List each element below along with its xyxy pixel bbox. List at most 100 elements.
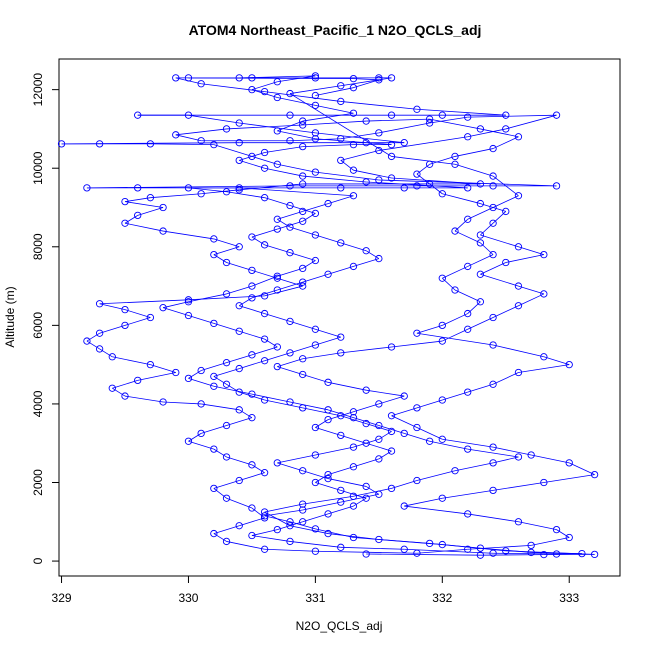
- series-line-segment: [277, 220, 303, 230]
- data-point: [311, 423, 320, 432]
- series-line-segment: [264, 313, 291, 322]
- series-line-segment: [289, 541, 341, 548]
- data-point: [337, 431, 345, 440]
- series-line-segment: [112, 356, 151, 366]
- data-point: [489, 172, 497, 180]
- series-line-segment: [239, 183, 303, 191]
- data-point: [489, 549, 497, 557]
- data-point: [260, 508, 269, 516]
- series-line-segment: [340, 415, 367, 424]
- data-point: [349, 463, 358, 471]
- series-line-segment: [378, 122, 430, 134]
- series-line-segment: [188, 293, 227, 303]
- data-point: [235, 139, 243, 147]
- series-line-segment: [378, 395, 405, 405]
- series-line-segment: [264, 197, 291, 206]
- series-line-segment: [277, 97, 316, 106]
- data-point: [337, 349, 345, 357]
- series-line-segment: [162, 307, 189, 316]
- series-line-segment: [289, 252, 316, 261]
- series-line-segment: [340, 77, 392, 87]
- data-point: [476, 239, 485, 247]
- series-line-segment: [480, 273, 519, 287]
- data-point: [438, 540, 446, 549]
- data-point: [260, 148, 269, 157]
- series-line-segment: [404, 433, 430, 442]
- series-line-segment: [251, 228, 278, 238]
- data-point: [514, 302, 523, 310]
- series-line-segment: [416, 324, 443, 334]
- data-point: [375, 129, 383, 137]
- data-point: [552, 111, 561, 119]
- series-line-segment: [239, 75, 316, 79]
- data-point: [476, 180, 485, 188]
- data-point: [324, 270, 332, 278]
- data-point: [476, 551, 485, 559]
- series-line-segment: [353, 79, 379, 89]
- data-point: [540, 478, 548, 487]
- data-point: [184, 298, 193, 306]
- series-line-segment: [480, 547, 532, 553]
- data-point: [159, 203, 167, 212]
- data-point: [413, 182, 421, 190]
- data-point: [184, 111, 193, 119]
- data-point: [248, 85, 256, 94]
- series-line-segment: [416, 163, 430, 175]
- data-point: [235, 156, 243, 165]
- data-point: [197, 400, 205, 408]
- y-tick-label: 8000: [31, 233, 45, 260]
- data-point: [311, 74, 320, 82]
- data-point: [362, 386, 370, 394]
- data-point: [286, 522, 294, 530]
- data-point: [349, 443, 358, 451]
- series-line-segment: [188, 114, 240, 124]
- data-point: [476, 298, 485, 306]
- data-point: [540, 353, 548, 361]
- series-lines: [61, 75, 595, 556]
- data-point: [159, 398, 167, 406]
- data-point: [210, 235, 218, 243]
- series-line-segment: [366, 553, 481, 556]
- data-point: [375, 400, 383, 408]
- series-line-segment: [454, 148, 494, 157]
- series-line-segment: [289, 344, 316, 354]
- y-tick-label: 10000: [31, 151, 45, 185]
- series-line-segment: [391, 177, 481, 185]
- series-line-segment: [302, 213, 316, 222]
- data-point: [248, 74, 256, 82]
- data-point: [438, 494, 446, 502]
- series-line-segment: [213, 376, 227, 385]
- series-line-segment: [188, 378, 214, 387]
- data-point: [438, 190, 446, 198]
- series-line-segment: [302, 513, 329, 523]
- data-point: [375, 74, 383, 82]
- data-point: [248, 531, 256, 540]
- series-line-segment: [467, 128, 506, 138]
- data-point: [286, 317, 294, 326]
- data-point: [425, 539, 434, 548]
- data-point: [311, 341, 320, 349]
- data-point: [260, 87, 269, 96]
- series-line-segment: [569, 462, 595, 476]
- data-point: [464, 545, 472, 553]
- series-line-segment: [391, 407, 418, 417]
- data-point: [121, 321, 129, 330]
- data-point: [324, 529, 332, 538]
- series-line-segment: [213, 448, 227, 458]
- series-line-segment: [137, 207, 164, 216]
- data-point: [413, 476, 421, 485]
- series-line-segment: [99, 303, 126, 311]
- data-point: [95, 329, 104, 337]
- data-point: [324, 415, 332, 424]
- data-point: [248, 266, 256, 275]
- data-point: [311, 231, 320, 239]
- data-point: [210, 140, 218, 149]
- data-point: [527, 548, 535, 557]
- data-point: [134, 111, 142, 119]
- data-point: [108, 384, 116, 392]
- data-point: [248, 461, 256, 469]
- data-point: [362, 419, 370, 428]
- series-line-segment: [340, 493, 379, 503]
- series-line-segment: [289, 321, 316, 330]
- series-line-segment: [353, 488, 392, 497]
